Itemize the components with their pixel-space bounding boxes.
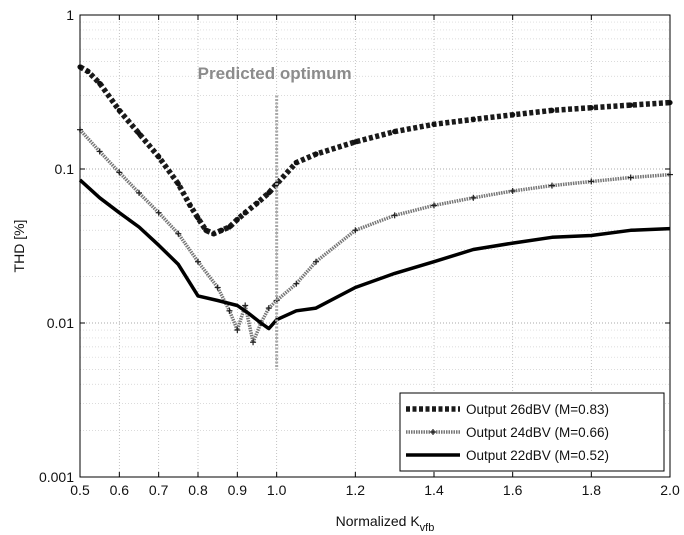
data-point: [266, 190, 272, 196]
data-point: [136, 189, 142, 196]
data-point: [234, 327, 241, 334]
x-tick-label: 2.0: [660, 482, 680, 498]
data-point: [588, 105, 594, 111]
data-point: [352, 139, 358, 145]
data-point: [431, 202, 437, 209]
x-tick-label: 0.6: [110, 482, 130, 498]
legend-label: Output 24dBV (M=0.66): [466, 425, 609, 440]
data-point: [211, 231, 217, 237]
data-point: [226, 224, 233, 230]
legend-label: Output 22dBV (M=0.52): [466, 448, 609, 463]
data-point: [391, 212, 398, 219]
data-point: [195, 215, 201, 221]
data-point: [588, 178, 595, 185]
data-point: [628, 102, 634, 108]
data-point: [214, 284, 221, 291]
plot-area: [79, 14, 671, 478]
data-point: [470, 194, 477, 201]
data-point: [234, 216, 240, 223]
data-point: [203, 227, 209, 233]
data-point: [187, 202, 193, 209]
y-tick-label: 0.1: [55, 161, 75, 177]
data-point: [431, 121, 437, 127]
x-tick-label: 1.2: [346, 482, 366, 498]
data-point: [510, 112, 516, 118]
data-point: [96, 148, 103, 155]
data-point: [352, 227, 359, 234]
data-point: [116, 107, 122, 114]
data-point: [242, 302, 249, 309]
x-tick-label: 1.8: [582, 482, 602, 498]
data-series: [77, 64, 673, 346]
data-point: [627, 174, 634, 181]
data-point: [313, 151, 319, 157]
data-point: [509, 187, 516, 194]
x-axis-label-main: Normalized K: [336, 513, 421, 529]
x-tick-label: 0.5: [70, 482, 90, 498]
data-point: [136, 130, 142, 137]
data-point: [470, 116, 476, 122]
data-point: [293, 160, 299, 166]
x-tick-label: 1.6: [503, 482, 523, 498]
annotation: Predicted optimum: [198, 64, 352, 370]
series-line: [78, 64, 671, 237]
data-point: [549, 107, 555, 114]
data-point: [116, 169, 123, 176]
x-tick-label: 1.0: [267, 482, 287, 498]
data-point: [250, 339, 257, 346]
data-point: [175, 181, 181, 187]
y-tick-label: 1: [66, 7, 74, 23]
legend: Output 26dBV (M=0.83) Output 24dBV (M=0.6…: [399, 392, 665, 472]
data-point: [156, 154, 162, 160]
y-tick-label: 0.001: [39, 469, 74, 485]
predicted-optimum-label: Predicted optimum: [198, 64, 352, 83]
data-point: [226, 307, 233, 314]
data-point: [175, 230, 182, 237]
data-point: [85, 68, 91, 75]
axis-ticks: 0.5 0.6 0.7 0.8 0.9 1.0 1.2 1.4 1.6 1.8 2.0 0.001 0.…: [39, 7, 680, 498]
data-point: [195, 258, 201, 265]
data-point: [242, 210, 248, 216]
data-point: [219, 227, 225, 233]
data-point: [265, 305, 272, 312]
x-tick-label: 0.7: [149, 482, 169, 498]
data-point: [97, 80, 103, 86]
x-axis-label-subscript: vfb: [420, 522, 435, 534]
legend-label: Output 26dBV (M=0.83): [466, 402, 609, 417]
y-tick-label: 0.01: [47, 315, 74, 331]
series-line: [78, 128, 671, 344]
x-tick-label: 0.8: [188, 482, 208, 498]
data-point: [254, 200, 260, 206]
x-axis-label: Normalized Kvfb: [336, 513, 435, 534]
data-point: [313, 258, 319, 265]
x-tick-label: 0.9: [228, 482, 248, 498]
series-line: [78, 178, 671, 331]
x-tick-label: 1.4: [424, 482, 444, 498]
data-point: [155, 209, 162, 216]
y-axis-label: THD [%]: [11, 220, 27, 273]
data-point: [549, 182, 555, 189]
data-point: [392, 128, 398, 135]
data-point: [293, 280, 300, 287]
